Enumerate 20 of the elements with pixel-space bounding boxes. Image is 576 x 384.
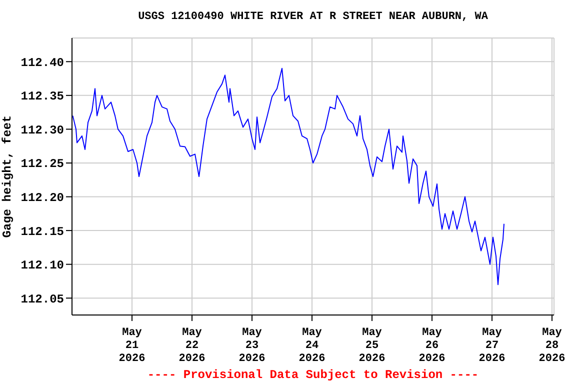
y-tick-label: 112.35 bbox=[20, 90, 64, 104]
x-tick-label: May 28 2026 bbox=[538, 327, 566, 365]
chart-title: USGS 12100490 WHITE RIVER AT R STREET NEAR AUBURN, WA bbox=[137, 11, 489, 23]
x-tick-label: May 23 2026 bbox=[238, 327, 266, 365]
y-tick-label: 112.10 bbox=[20, 258, 64, 273]
y-axis-title: Gage height, feet bbox=[0, 115, 14, 238]
y-tick-label: 112.25 bbox=[20, 157, 64, 172]
x-tick-label: May 22 2026 bbox=[178, 327, 206, 365]
y-tick-label: 112.05 bbox=[20, 292, 64, 306]
x-tick-label: May 25 2026 bbox=[358, 327, 386, 365]
text: ---- Provisional Data Subject to Revision ---- bbox=[146, 368, 480, 382]
y-tick-label: 112.40 bbox=[20, 56, 64, 70]
line-series bbox=[72, 68, 504, 286]
x-tick-label: May 24 2026 bbox=[298, 327, 326, 365]
y-tick-label: 112.15 bbox=[20, 224, 64, 239]
y-tick-label: 112.30 bbox=[20, 123, 64, 138]
x-tick-label: May 27 2026 bbox=[478, 327, 506, 365]
x-tick-label: May 21 2026 bbox=[118, 327, 146, 365]
x-tick-label: May 26 2026 bbox=[418, 327, 446, 365]
y-tick-label: 112.20 bbox=[20, 191, 64, 206]
